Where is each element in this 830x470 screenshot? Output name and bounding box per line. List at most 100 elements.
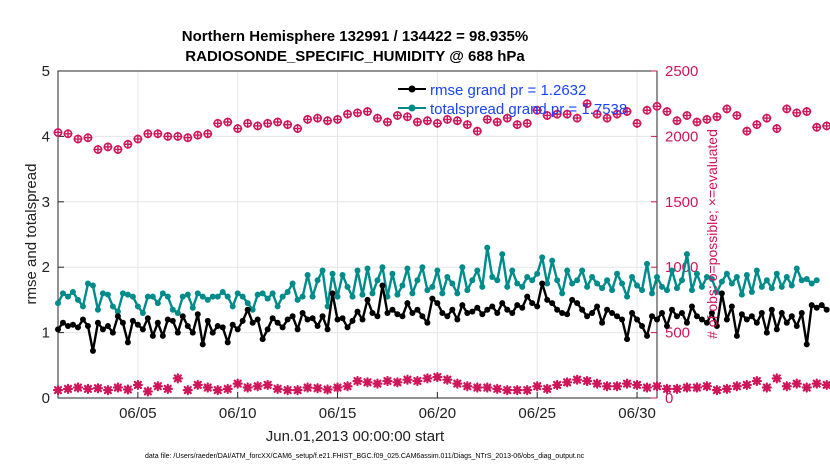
rmse-point [69, 321, 76, 328]
obs-possible-cross [382, 117, 392, 127]
rmse-point [324, 326, 331, 333]
rmse-point [319, 313, 326, 320]
totalspread-point [479, 283, 486, 290]
rmse-point [264, 326, 271, 333]
rmse-point [693, 313, 700, 320]
rmse-point [484, 306, 491, 313]
obs-evaluated-marker [522, 385, 533, 396]
rmse-point [289, 313, 296, 320]
obs-possible-cross [173, 131, 183, 141]
rmse-point [474, 304, 481, 311]
totalspread-point [813, 277, 820, 284]
rmse-point [594, 303, 601, 310]
rmse-point [94, 319, 101, 326]
obs-evaluated-marker [392, 377, 403, 388]
obs-evaluated-marker [432, 371, 443, 383]
rmse-point [124, 339, 131, 346]
totalspread-point [668, 267, 675, 274]
totalspread-point [649, 290, 656, 297]
rmse-point [509, 309, 516, 316]
rmse-point [414, 306, 421, 313]
totalspread-point [474, 267, 481, 274]
obs-evaluated-marker [352, 375, 363, 387]
totalspread-point [374, 277, 381, 284]
obs-evaluated-marker [502, 385, 513, 396]
rmse-point [294, 326, 301, 333]
obs-possible-cross [243, 118, 253, 128]
obs-possible-cross [253, 121, 263, 131]
obs-evaluated-marker [132, 379, 143, 391]
totalspread-point [319, 267, 326, 274]
totalspread-point [773, 270, 780, 277]
obs-evaluated-marker [661, 383, 673, 394]
totalspread-point [544, 280, 551, 287]
obs-evaluated-marker [402, 374, 413, 385]
totalspread-point [614, 270, 621, 277]
totalspread-point [244, 300, 251, 307]
obs-possible-cross [672, 116, 682, 126]
rmse-point [678, 309, 685, 316]
rmse-point [129, 317, 136, 324]
obs-possible-cross [692, 117, 702, 127]
rmse-point [309, 315, 316, 322]
totalspread-point [289, 280, 296, 287]
rmse-point [539, 280, 546, 287]
obs-possible-cross [602, 113, 612, 123]
obs-possible-cross [582, 99, 592, 109]
rmse-point [224, 339, 231, 346]
rmse-point [658, 309, 665, 316]
totalspread-point [159, 290, 166, 297]
rmse-point [419, 313, 426, 320]
obs-possible-cross [402, 112, 412, 122]
rmse-point [234, 326, 241, 333]
rmse-point [624, 336, 631, 343]
rmse-point [549, 300, 556, 307]
obs-evaluated-marker [671, 383, 683, 394]
obs-evaluated-marker [122, 384, 133, 395]
obs-possible-cross [552, 109, 562, 119]
obs-possible-cross [612, 109, 622, 119]
rmse-point [329, 290, 336, 297]
totalspread-point [394, 291, 401, 298]
rmse-point [554, 306, 561, 313]
totalspread-point [399, 282, 406, 289]
rmse-point [644, 332, 651, 339]
rmse-point [259, 336, 266, 343]
totalspread-point [324, 303, 331, 310]
obs-evaluated-marker [701, 381, 713, 392]
obs-possible-cross [303, 114, 313, 124]
rmse-point [748, 313, 755, 320]
rmse-point [114, 313, 121, 320]
legend: rmse grand pr = 1.2632 totalspread grand… [398, 82, 627, 118]
obs-possible-cross [73, 134, 83, 144]
rmse-point [564, 311, 571, 318]
y2-tick-label: 2000 [665, 128, 698, 145]
rmse-point [134, 321, 141, 328]
totalspread-point [369, 290, 376, 297]
rmse-point [354, 308, 361, 315]
obs-possible-cross [572, 113, 582, 123]
obs-possible-cross [462, 120, 472, 130]
rmse-point [104, 323, 111, 330]
totalspread-point [149, 293, 156, 300]
x-axis: 06/05 06/10 06/15 06/20 06/25 06/30 [119, 392, 656, 422]
obs-possible-cross [492, 117, 502, 127]
obs-possible-cross [412, 117, 422, 127]
rmse-point [718, 290, 725, 297]
rmse-point [599, 319, 606, 326]
x-axis-label: Jun.01,2013 00:00:00 start [266, 428, 445, 445]
totalspread-point [219, 289, 226, 296]
rmse-point [449, 306, 456, 313]
rmse-point [713, 323, 720, 330]
obs-evaluated-marker [372, 378, 383, 389]
y-axis-label: rmse and totalspread [23, 164, 40, 305]
rmse-point [384, 309, 391, 316]
totalspread-point [294, 296, 301, 303]
rmse-point [798, 309, 805, 316]
rmse-point [269, 315, 276, 322]
totalspread-point [658, 283, 665, 290]
rmse-point [579, 306, 586, 313]
obs-possible-cross [223, 117, 233, 127]
rmse-point [204, 317, 211, 324]
obs-evaluated-marker [482, 382, 493, 393]
